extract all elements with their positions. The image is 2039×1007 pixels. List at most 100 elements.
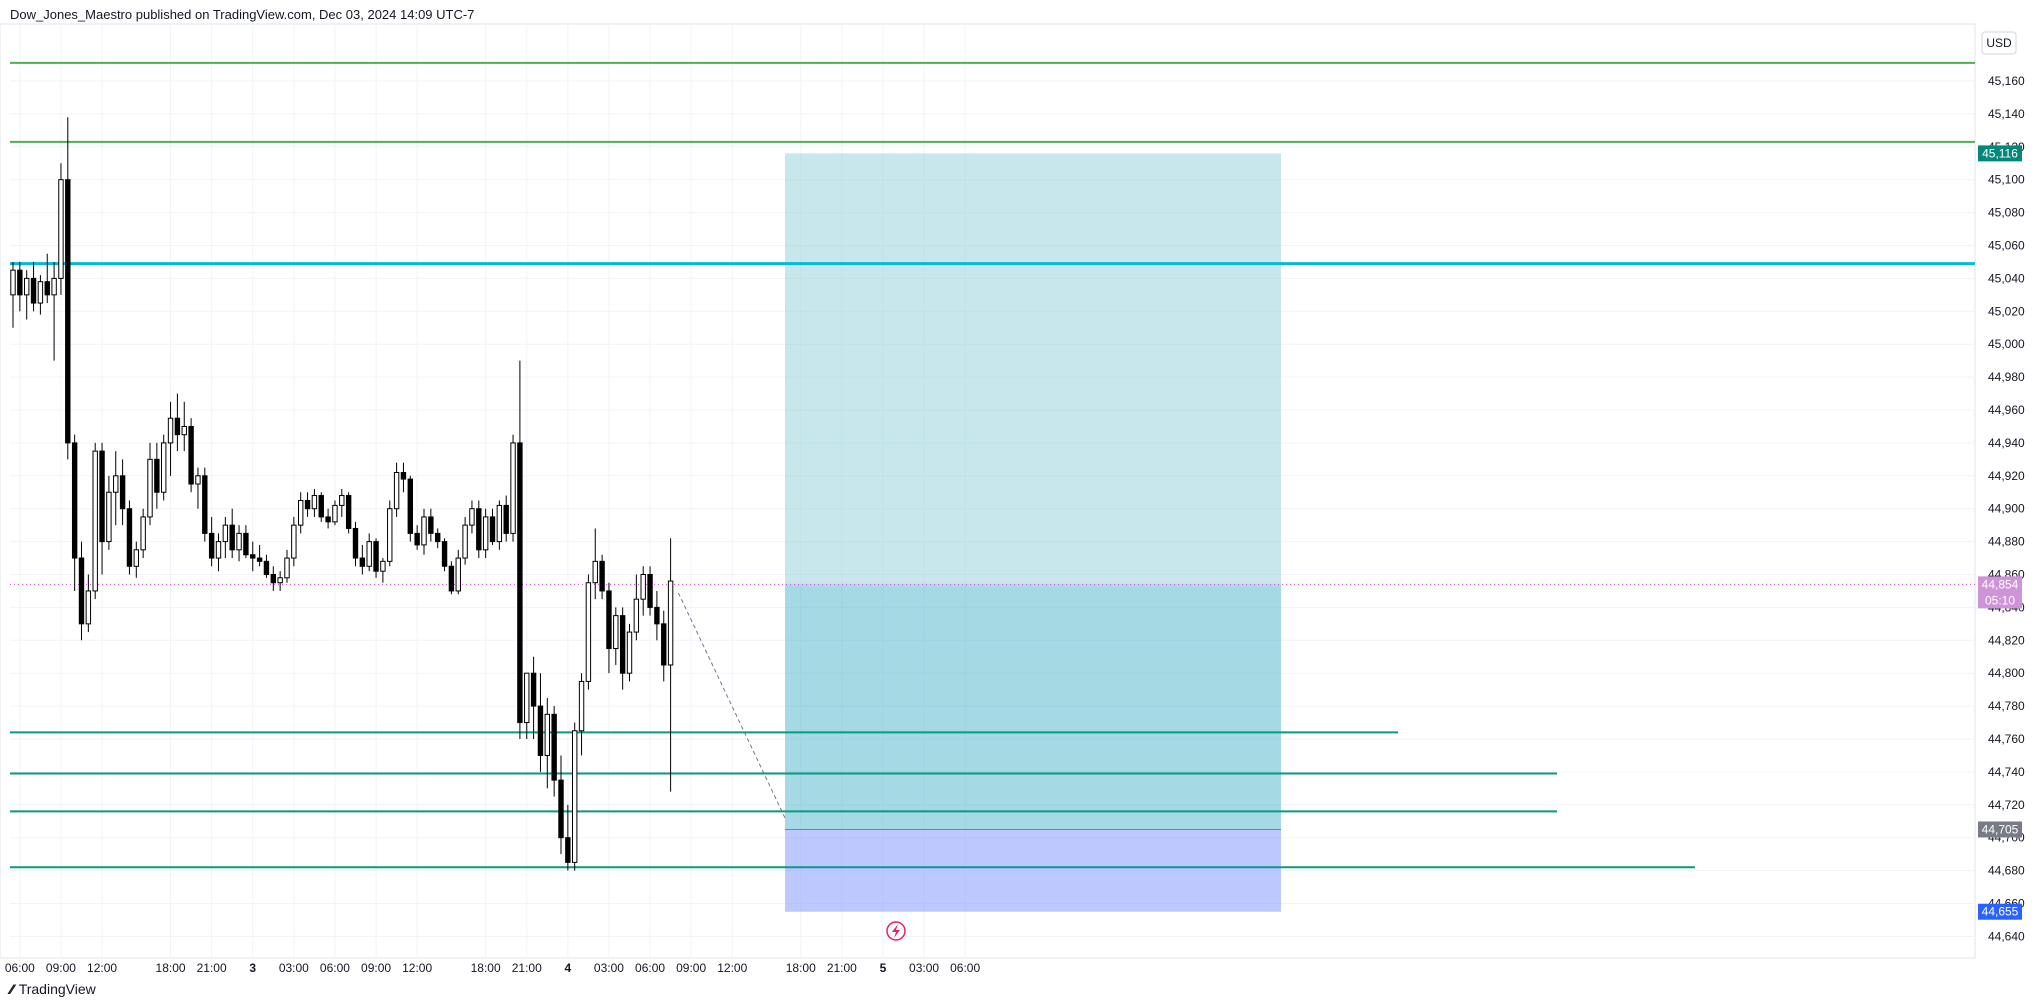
candle [373,538,379,578]
candle-body [435,532,441,543]
candle-body [30,277,37,304]
candle-body [489,516,496,543]
candle-body [544,713,550,756]
candle-body [448,565,455,592]
candle [626,623,633,682]
candle [428,508,434,542]
candle-body [243,532,249,556]
candle [448,561,455,595]
currency-box [1981,31,2017,55]
y-tick-label: 44,960 [1988,403,2025,417]
candle [17,261,23,312]
candle-body [37,281,44,304]
candle-body [537,705,544,756]
candle-body [647,574,653,608]
candle-body [366,541,372,567]
candle-body [572,730,578,863]
candle [517,360,523,739]
candle [496,500,503,550]
candle-body [373,541,379,572]
candle-body [44,281,50,296]
candle-body [578,680,585,732]
candle [544,697,550,789]
x-tick-label: 4 [565,961,572,975]
candle [215,533,222,572]
candle-body [640,574,646,600]
candle-body [133,549,140,567]
candle-body [17,269,23,296]
candle-body [619,615,626,674]
candle [85,574,92,633]
candle-body [161,442,167,493]
price-tag: 44,655 [1978,903,2022,920]
candle [113,451,119,526]
candle [469,500,475,534]
currency-button[interactable]: USD [1981,31,2017,55]
candle [174,393,181,452]
candle-body [428,516,434,534]
candle [304,492,311,517]
candle-body [10,269,16,296]
y-tick-label: 44,640 [1988,929,2025,943]
candle-body [298,499,304,526]
candle-body [181,425,187,436]
candle-body [585,582,592,682]
y-tick-label: 44,940 [1988,436,2025,450]
price-tag: 44,854 05:10 [1978,576,2022,609]
candle-body [503,504,509,534]
x-tick-label: 06:00 [320,961,350,975]
candle-body [250,554,256,559]
plot-frame [0,23,1976,959]
candle-body [524,672,530,724]
y-tick-label: 44,820 [1988,633,2025,647]
candle [106,475,112,550]
y-tick-label: 44,800 [1988,666,2025,680]
candle-body [407,478,414,534]
candle-body [256,557,263,562]
price-tag-countdown: 05:10 [1985,593,2015,607]
candle [414,525,420,550]
candle [133,541,140,578]
candle [503,495,509,542]
candle-body [140,516,146,551]
y-tick-label: 45,000 [1988,337,2025,351]
candle [462,516,468,565]
candle-body [345,495,352,529]
candle-body [106,491,112,543]
y-tick-label: 44,740 [1988,765,2025,779]
candle [65,117,71,460]
candle [455,549,461,595]
candle [530,656,537,739]
candle [332,500,338,526]
candle-body [263,560,270,576]
tradingview-logo[interactable]: ⁄⁄ TradingView [10,981,96,997]
candle-body [400,472,407,480]
x-tick-label: 18:00 [786,961,816,975]
candle [10,261,16,328]
candle [578,673,585,756]
candle [619,607,626,690]
lightning-icon-bolt [892,924,900,938]
candle [606,582,612,674]
candle [572,722,578,871]
candle-body [393,472,400,510]
candle [476,500,482,559]
x-tick-label: 21:00 [512,961,542,975]
x-tick-label: 12:00 [717,961,747,975]
candle [51,261,57,361]
candle-body [65,179,71,444]
x-tick-label: 5 [880,961,887,975]
x-tick-label: 09:00 [361,961,391,975]
price-tag: 45,116 [1978,145,2022,162]
candle [318,492,324,522]
candle-body [195,475,201,485]
tradingview-logo-icon: ⁄⁄ [10,981,14,997]
candle [407,475,414,542]
x-tick-label: 09:00 [46,961,76,975]
candle-body [626,631,633,674]
candle [78,541,85,641]
candle [661,610,667,682]
x-tick-label: 06:00 [950,961,980,975]
candle-body [167,417,174,444]
